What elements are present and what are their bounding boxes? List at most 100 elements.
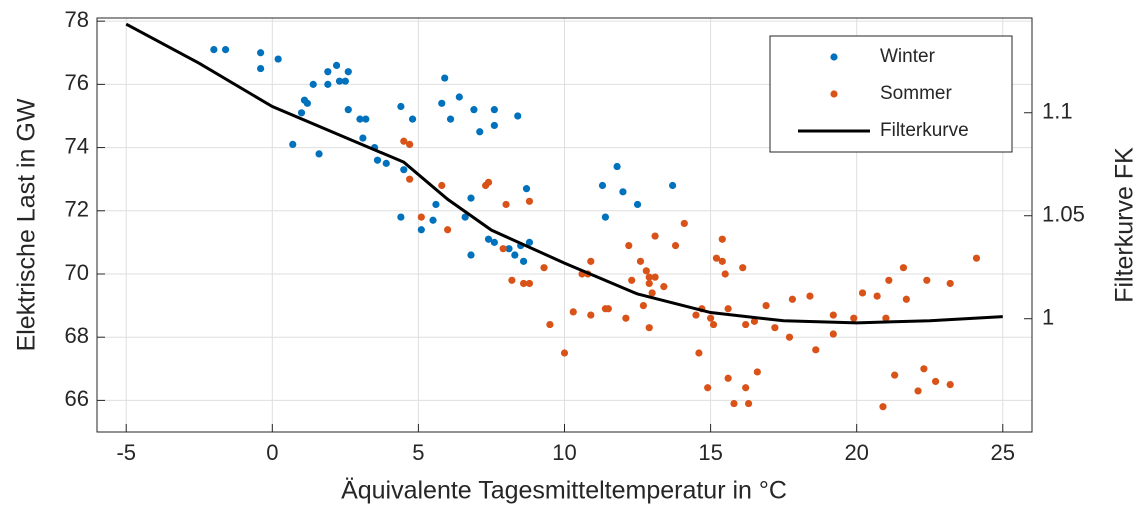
- scatter-point: [455, 93, 463, 101]
- scatter-point: [560, 349, 569, 357]
- scatter-point: [300, 96, 309, 104]
- scatter-point: [221, 46, 230, 54]
- scatter-point: [417, 226, 425, 234]
- scatter-point: [362, 115, 370, 123]
- scatter-point: [397, 102, 405, 111]
- scatter-point: [344, 106, 352, 114]
- scatter-point: [695, 349, 703, 357]
- scatter-point: [289, 140, 297, 149]
- scatter-point: [730, 399, 738, 408]
- scatter-point: [604, 305, 612, 313]
- scatter-point: [274, 55, 282, 63]
- scatter-point: [587, 311, 595, 319]
- scatter-point: [645, 273, 653, 281]
- scatter-point: [490, 238, 498, 246]
- y-tick-label: 78: [65, 7, 89, 32]
- scatter-point: [519, 257, 528, 265]
- scatter-point: [931, 377, 940, 386]
- scatter-point: [470, 106, 478, 114]
- scatter-point: [297, 109, 306, 117]
- scatter-point: [324, 80, 332, 88]
- scatter-point: [315, 150, 323, 158]
- scatter-point: [739, 264, 747, 272]
- scatter-point: [344, 68, 352, 76]
- x-axis-label: Äquivalente Tagesmitteltemperatur in °C: [341, 477, 787, 505]
- scatter-point: [438, 181, 446, 190]
- scatter-point: [525, 279, 534, 288]
- scatter-point: [639, 301, 647, 310]
- scatter-point: [446, 115, 455, 123]
- legend-label: Winter: [880, 46, 936, 67]
- scatter-point: [712, 254, 721, 262]
- y2-tick-label: 1.05: [1042, 202, 1085, 227]
- legend-marker: [830, 90, 838, 98]
- scatter-point: [432, 200, 440, 209]
- scatter-point: [622, 314, 630, 322]
- scatter-point: [946, 380, 954, 389]
- scatter-point: [753, 368, 761, 376]
- scatter-point: [467, 251, 475, 259]
- y-tick-label: 72: [65, 197, 89, 222]
- legend-box: [769, 35, 1013, 153]
- legend-marker: [830, 53, 838, 61]
- scatter-point: [858, 289, 867, 297]
- scatter-point: [882, 314, 890, 322]
- scatter-point: [408, 115, 417, 123]
- scatter-point: [335, 77, 344, 85]
- scatter-point: [750, 317, 759, 325]
- scatter-point: [400, 166, 408, 174]
- scatter-point: [341, 77, 349, 85]
- scatter-point: [829, 311, 837, 319]
- scatter-point: [461, 213, 469, 221]
- scatter-point: [525, 197, 534, 205]
- scatter-point: [744, 399, 753, 408]
- scatter-point: [441, 74, 449, 82]
- y-axis-label: Elektrische Last in GW: [13, 98, 41, 351]
- scatter-point: [920, 365, 928, 373]
- scatter-point: [257, 64, 265, 73]
- scatter-point: [785, 333, 794, 341]
- y-tick-label: 74: [65, 133, 89, 158]
- x-tick-label: 0: [266, 440, 278, 465]
- scatter-point: [645, 279, 653, 288]
- scatter-point: [438, 99, 446, 107]
- y-tick-label: 70: [65, 260, 89, 285]
- scatter-point: [972, 254, 981, 262]
- scatter-point: [651, 273, 659, 281]
- filter-line: [125, 22, 1003, 325]
- scatter-point: [587, 257, 595, 265]
- scatter-point: [850, 314, 858, 322]
- scatter-point: [359, 134, 367, 142]
- scatter-point: [669, 181, 677, 190]
- axes-frame: [96, 17, 1033, 433]
- legend: Winter Sommer Filterkurve: [769, 35, 1013, 153]
- scatter-point: [373, 156, 382, 164]
- scatter-point: [406, 175, 414, 183]
- scatter-point: [356, 115, 364, 123]
- scatter-point: [400, 137, 408, 145]
- scatter-point: [642, 267, 650, 275]
- scatter-point: [522, 185, 531, 193]
- y-tick-label: 76: [65, 70, 89, 95]
- scatter-point: [742, 384, 750, 392]
- scatter-point: [671, 241, 680, 250]
- scatter-point: [499, 245, 507, 253]
- scatter-point: [519, 279, 528, 288]
- scatter-point: [902, 295, 910, 303]
- scatter-point: [397, 213, 405, 221]
- scatter-point: [257, 49, 265, 57]
- scatter-point: [476, 128, 484, 136]
- scatter-point: [879, 403, 887, 411]
- scatter-point: [598, 181, 607, 190]
- scatter-point: [873, 292, 881, 300]
- scatter-point: [417, 213, 425, 221]
- legend-label: Filterkurve: [880, 120, 969, 141]
- scatter-point: [946, 279, 954, 288]
- scatter-point: [706, 314, 715, 322]
- scatter-point: [651, 232, 659, 240]
- scatter-point: [309, 80, 317, 88]
- x-tick-label: 15: [698, 440, 722, 465]
- scatter-point: [429, 216, 437, 224]
- scatter-point: [899, 264, 908, 272]
